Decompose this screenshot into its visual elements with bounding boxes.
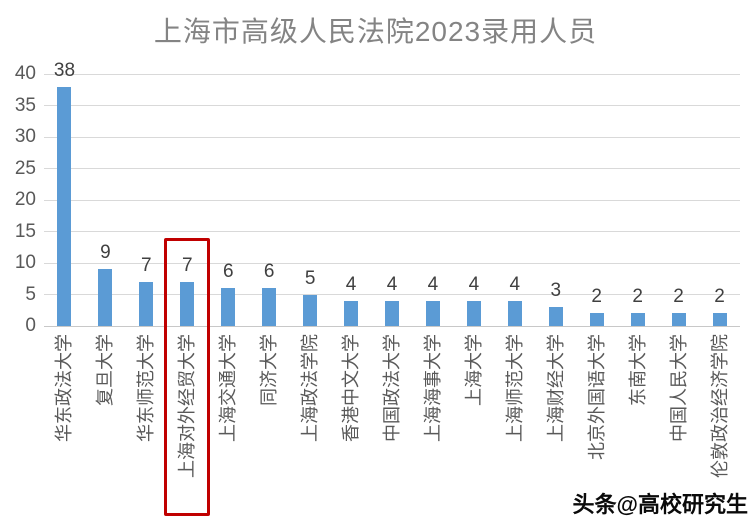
bar xyxy=(98,269,113,326)
bar xyxy=(712,313,727,326)
bar-value-label: 4 xyxy=(509,273,521,295)
bar-value-label: 5 xyxy=(304,267,316,289)
gridline xyxy=(44,199,740,201)
chart-title: 上海市高级人民法院2023录用人员 xyxy=(153,16,598,47)
bar-value-label: 6 xyxy=(263,261,275,283)
highlight-box xyxy=(164,237,211,516)
bar-value-label: 2 xyxy=(632,286,643,308)
y-axis-tick-label: 15 xyxy=(14,220,36,242)
category-label: 上海政法学院 xyxy=(300,334,321,442)
bar-value-label: 4 xyxy=(427,273,439,295)
category-label: 香港中文大学 xyxy=(341,334,362,442)
bar-value-label: 38 xyxy=(53,59,76,81)
category-label: 华东师范大学 xyxy=(136,334,157,442)
bar xyxy=(57,86,72,326)
bar xyxy=(589,313,604,326)
category-label: 上海大学 xyxy=(463,334,484,406)
bar-value-label: 2 xyxy=(591,286,602,308)
bar-value-label: 4 xyxy=(386,273,398,295)
bar xyxy=(466,300,481,326)
category-label: 上海海事大学 xyxy=(422,334,443,442)
bar-value-label: 4 xyxy=(345,273,357,295)
bar xyxy=(425,300,440,326)
gridline xyxy=(44,262,740,264)
bar xyxy=(630,313,645,326)
bar-value-label: 9 xyxy=(100,242,111,264)
bar xyxy=(303,294,318,326)
bar-value-label: 4 xyxy=(468,273,480,295)
bar xyxy=(221,288,236,326)
y-axis-tick-label: 0 xyxy=(25,315,36,336)
y-axis-tick-label: 35 xyxy=(14,94,36,116)
category-label: 同济大学 xyxy=(259,334,280,406)
bar-value-label: 7 xyxy=(141,254,152,276)
bar-value-label: 7 xyxy=(181,254,193,276)
gridline xyxy=(44,294,740,295)
watermark: 头条@高校研究生 xyxy=(572,492,748,517)
bar xyxy=(139,281,154,326)
y-axis-tick-label: 10 xyxy=(14,252,36,273)
bar-value-label: 6 xyxy=(222,261,234,283)
y-axis-tick-label: 5 xyxy=(25,283,36,305)
y-axis-tick-label: 30 xyxy=(14,126,36,147)
bar xyxy=(671,313,686,326)
category-label: 复旦大学 xyxy=(95,334,116,406)
bar xyxy=(507,300,522,326)
category-label: 上海交通大学 xyxy=(218,334,239,442)
gridline xyxy=(44,231,740,232)
bar-value-label: 2 xyxy=(673,286,684,308)
bar-value-label: 2 xyxy=(714,286,725,308)
gridline xyxy=(44,73,740,75)
gridline xyxy=(44,136,740,138)
y-axis-tick-label: 25 xyxy=(14,157,36,179)
bar xyxy=(262,288,277,326)
gridline xyxy=(44,168,740,169)
category-label: 上海财经大学 xyxy=(545,334,566,442)
bar xyxy=(548,307,563,326)
y-axis-tick-label: 40 xyxy=(14,63,36,84)
category-label: 中国政法大学 xyxy=(382,334,402,442)
bar xyxy=(344,300,359,326)
category-label: 华东政法大学 xyxy=(54,334,75,442)
category-label: 上海师范大学 xyxy=(504,334,525,442)
gridline xyxy=(44,105,740,106)
bar-value-label: 3 xyxy=(550,280,562,302)
gridline xyxy=(44,325,740,327)
bar xyxy=(180,281,195,326)
bar xyxy=(385,300,399,326)
y-axis-tick-label: 20 xyxy=(14,189,36,210)
